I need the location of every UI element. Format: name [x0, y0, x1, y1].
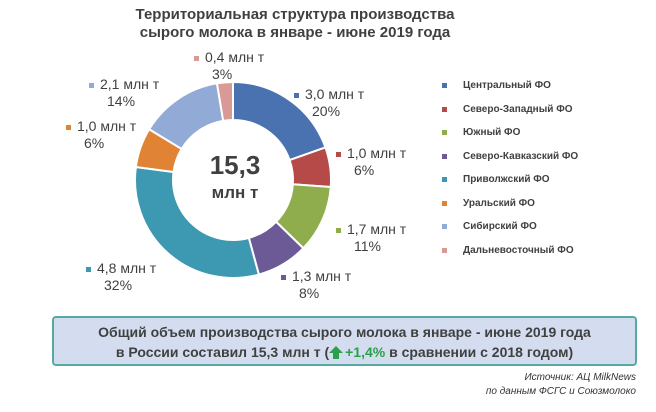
donut-center-value: 15,3: [209, 150, 261, 180]
slice-value-label: 1,0 млн т: [77, 118, 137, 134]
slice-label-marker: [336, 227, 341, 233]
slice-percent-label: 6%: [84, 135, 105, 151]
legend-item-1: Северо-Западный ФО: [440, 98, 578, 122]
chart-title: Территориальная структура производства с…: [120, 6, 470, 42]
donut-hole: [173, 120, 293, 240]
source-note: Источник: АЦ MilkNews по данным ФСГС и С…: [486, 371, 636, 399]
slice-label-6: 2,1 млн т 14%: [89, 76, 159, 110]
source-line-1: Источник: АЦ MilkNews: [524, 372, 637, 383]
legend-label: Дальневосточный ФО: [463, 244, 574, 256]
legend-item-5: Уральский ФО: [440, 192, 578, 216]
slice-value-label: 4,8 млн т: [97, 260, 157, 276]
slice-value-label: 2,1 млн т: [100, 76, 160, 92]
slice-label-marker: [336, 151, 341, 157]
chart-title-line-2: сырого молока в январе - июне 2019 года: [139, 24, 451, 41]
slice-label-marker: [66, 124, 71, 130]
slice-percent-label: 11%: [354, 238, 381, 254]
slice-percent-label: 6%: [354, 162, 375, 178]
slice-label-marker: [86, 266, 91, 272]
legend-item-6: Сибирский ФО: [440, 215, 578, 239]
source-line-2: по данным ФСГС и Союзмолоко: [485, 386, 636, 397]
legend-item-2: Южный ФО: [440, 121, 578, 145]
slice-value-label: 0,4 млн т: [205, 49, 265, 65]
slice-value-label: 1,3 млн т: [292, 268, 352, 284]
summary-box: Общий объем производства сырого молока в…: [52, 316, 637, 366]
legend-item-3: Северо-Кавказский ФО: [440, 145, 578, 169]
slice-value-label: 1,7 млн т: [347, 221, 407, 237]
legend-item-4: Приволжский ФО: [440, 168, 578, 192]
legend-label: Приволжский ФО: [463, 174, 550, 186]
slice-label-7: 0,4 млн т 3%: [194, 49, 264, 83]
slice-label-marker: [89, 82, 94, 88]
legend-swatch: [442, 130, 447, 136]
legend-label: Северо-Западный ФО: [463, 103, 573, 115]
slice-percent-label: 8%: [299, 285, 320, 301]
slice-percent-label: 3%: [212, 66, 233, 82]
summary-line-2: в России составил 15,3 млн т ( +1,4% в с…: [54, 342, 635, 362]
slice-value-label: 3,0 млн т: [305, 86, 365, 102]
slice-percent-label: 32%: [104, 277, 133, 293]
slice-label-4: 4,8 млн т 32%: [86, 260, 156, 294]
slice-label-1: 1,0 млн т 6%: [336, 145, 406, 179]
slice-label-5: 1,0 млн т 6%: [66, 118, 136, 152]
up-arrow-icon: [329, 346, 344, 359]
legend-item-0: Центральный ФО: [440, 74, 578, 98]
legend-swatch: [442, 83, 447, 89]
legend-label: Южный ФО: [463, 127, 521, 139]
slice-label-0: 3,0 млн т 20%: [294, 86, 364, 120]
slice-label-marker: [281, 274, 286, 280]
legend-swatch: [442, 247, 447, 253]
donut-center-unit: млн т: [211, 183, 259, 202]
slice-value-label: 1,0 млн т: [347, 145, 407, 161]
legend-swatch: [442, 177, 447, 183]
legend-swatch: [442, 153, 447, 159]
legend-swatch: [442, 200, 447, 206]
slice-label-2: 1,7 млн т 11%: [336, 221, 406, 255]
slice-percent-label: 14%: [107, 93, 136, 109]
slice-label-marker: [194, 55, 199, 61]
chart-legend: Центральный ФО Северо-Западный ФО Южный ФО…: [440, 74, 578, 262]
legend-label: Уральский ФО: [463, 197, 535, 209]
legend-label: Центральный ФО: [463, 80, 551, 92]
legend-swatch: [442, 224, 447, 230]
slice-label-marker: [294, 92, 299, 98]
chart-title-line-1: Территориальная структура производства: [135, 6, 455, 23]
summary-line-1: Общий объем производства сырого молока в…: [98, 324, 591, 340]
slice-label-3: 1,3 млн т 8%: [281, 268, 351, 302]
summary-line-2-suffix: в сравнении с 2018 годом): [385, 344, 574, 360]
growth-percent: +1,4%: [345, 344, 386, 360]
legend-swatch: [442, 106, 447, 112]
legend-label: Северо-Кавказский ФО: [463, 150, 579, 162]
summary-line-2-prefix: в России составил 15,3 млн т (: [115, 344, 330, 360]
legend-label: Сибирский ФО: [463, 221, 537, 233]
legend-item-7: Дальневосточный ФО: [440, 239, 578, 263]
slice-percent-label: 20%: [312, 103, 341, 119]
